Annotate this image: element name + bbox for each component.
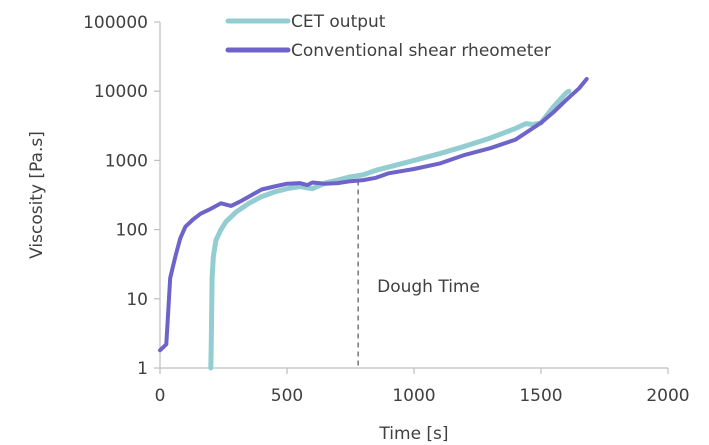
series-line-shear-rheometer: [158, 77, 589, 353]
annotation-layer: Dough Time: [357, 180, 480, 368]
x-tick-label: 0: [155, 386, 166, 406]
x-tick-label: 1000: [392, 386, 435, 406]
legend-label: CET output: [291, 12, 386, 32]
y-tick-label: 100: [116, 221, 148, 241]
series-layer: [158, 77, 589, 371]
axes: [159, 22, 668, 369]
y-tick-label: 1000: [105, 151, 148, 171]
x-tick-label: 500: [271, 386, 303, 406]
dough-time-label: Dough Time: [377, 277, 480, 297]
legend-label: Conventional shear rheometer: [291, 41, 551, 61]
y-ticks: 1 10 100 1000 10000 100000: [83, 13, 160, 379]
legend: CET output Conventional shear rheometer: [225, 12, 551, 61]
y-tick-label: 100000: [83, 13, 148, 33]
y-tick-label: 10: [126, 290, 148, 310]
y-axis-title: Viscosity [Pa.s]: [27, 131, 47, 259]
x-ticks: 0 500 1000 1500 2000: [155, 368, 690, 406]
x-tick-label: 1500: [519, 386, 562, 406]
x-tick-label: 2000: [646, 386, 689, 406]
y-tick-label: 10000: [94, 82, 148, 102]
x-axis-title: Time [s]: [378, 424, 448, 444]
series-line-cet-output: [208, 88, 572, 371]
y-tick-label: 1: [137, 359, 148, 379]
